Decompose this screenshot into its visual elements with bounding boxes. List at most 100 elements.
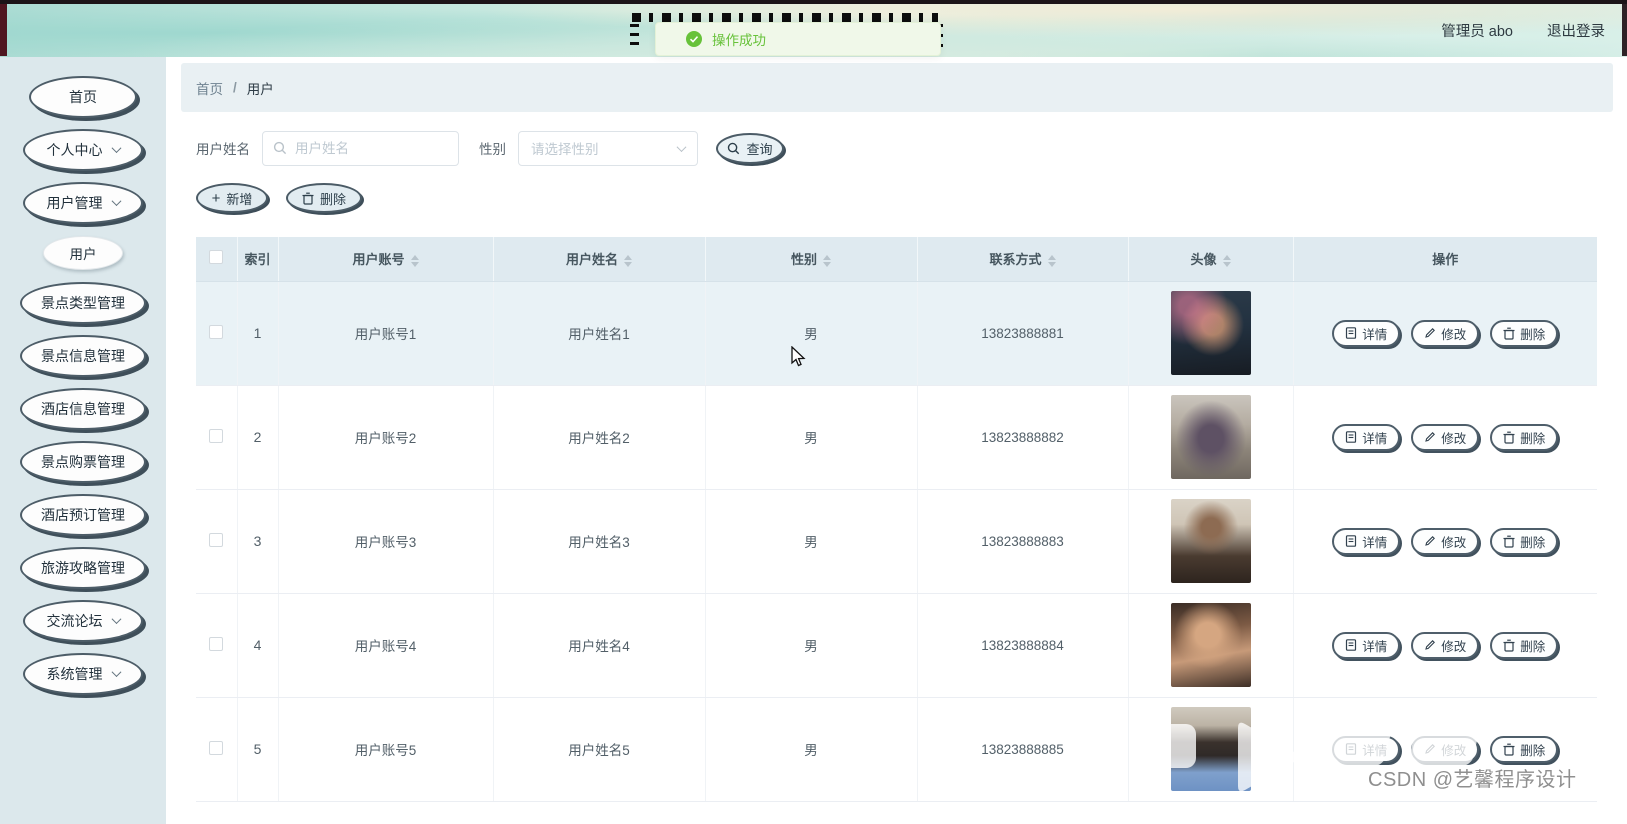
avatar bbox=[1170, 291, 1251, 375]
delete-button[interactable]: 删除 bbox=[1490, 319, 1559, 347]
sidebar-item-ticket-management[interactable]: 景点购票管理 bbox=[20, 440, 146, 483]
col-gender[interactable]: 性别 bbox=[705, 237, 918, 282]
document-icon bbox=[1346, 431, 1357, 443]
row-checkbox[interactable] bbox=[209, 532, 224, 547]
cell-phone: 13823888884 bbox=[917, 593, 1129, 698]
select-all-checkbox[interactable] bbox=[209, 250, 224, 265]
sidebar-item-home[interactable]: 首页 bbox=[29, 75, 137, 118]
trash-icon bbox=[1503, 743, 1515, 756]
col-phone[interactable]: 联系方式 bbox=[917, 237, 1129, 282]
cell-name: 用户姓名1 bbox=[493, 281, 706, 386]
trash-icon bbox=[1503, 327, 1515, 340]
table-row: 4 用户账号4 用户姓名4 男 13823888884 详情 修改 删除 bbox=[196, 593, 1597, 698]
sort-caret-icon[interactable] bbox=[410, 254, 419, 267]
cell-account: 用户账号5 bbox=[278, 697, 494, 802]
breadcrumb-home[interactable]: 首页 bbox=[196, 81, 223, 97]
name-field-label: 用户姓名 bbox=[196, 142, 250, 157]
name-search-field[interactable] bbox=[295, 140, 435, 156]
cell-gender: 男 bbox=[705, 385, 918, 490]
query-button[interactable]: 查询 bbox=[716, 132, 784, 164]
sidebar-item-travel-guide-management[interactable]: 旅游攻略管理 bbox=[20, 546, 146, 589]
sidebar-item-personal-center[interactable]: 个人中心 bbox=[23, 128, 143, 171]
trash-icon bbox=[1503, 431, 1515, 444]
gender-field-label: 性别 bbox=[479, 142, 506, 157]
page-title-fragment bbox=[630, 24, 639, 50]
edit-button[interactable]: 修改 bbox=[1411, 423, 1480, 451]
edit-button[interactable]: 修改 bbox=[1411, 319, 1480, 347]
sidebar-item-scenic-info-management[interactable]: 景点信息管理 bbox=[20, 334, 146, 377]
delete-button[interactable]: 删除 bbox=[1490, 527, 1559, 555]
watermark-blob bbox=[1313, 726, 1393, 766]
success-toast: 操作成功 bbox=[655, 22, 941, 56]
avatar bbox=[1170, 499, 1251, 583]
sidebar-item-scenic-type-management[interactable]: 景点类型管理 bbox=[20, 281, 146, 324]
breadcrumb-separator: / bbox=[233, 80, 237, 95]
gender-select[interactable]: 请选择性别 bbox=[518, 130, 698, 166]
edit-button[interactable]: 修改 bbox=[1411, 527, 1480, 555]
row-checkbox[interactable] bbox=[209, 636, 224, 651]
watermark-blob bbox=[1407, 724, 1481, 766]
add-button[interactable]: + 新增 bbox=[196, 183, 268, 213]
name-search-input[interactable] bbox=[262, 130, 459, 166]
pencil-icon bbox=[1425, 536, 1436, 546]
cell-phone: 13823888882 bbox=[917, 385, 1129, 490]
cell-phone: 13823888885 bbox=[917, 697, 1129, 802]
trash-icon bbox=[302, 192, 314, 205]
table-row: 2 用户账号2 用户姓名2 男 13823888882 详情 修改 删除 bbox=[196, 385, 1597, 490]
search-icon bbox=[273, 141, 287, 155]
sort-caret-icon[interactable] bbox=[823, 254, 831, 267]
row-checkbox[interactable] bbox=[209, 324, 224, 339]
chevron-down-icon bbox=[111, 143, 121, 154]
document-icon bbox=[1346, 327, 1357, 339]
chevron-down-icon bbox=[111, 196, 121, 207]
sidebar-item-hotel-booking-management[interactable]: 酒店预订管理 bbox=[20, 493, 146, 536]
table-row: 3 用户账号3 用户姓名3 男 13823888883 详情 修改 删除 bbox=[196, 489, 1597, 594]
cell-gender: 男 bbox=[705, 593, 918, 698]
sidebar-item-user[interactable]: 用户 bbox=[43, 235, 123, 270]
row-index: 5 bbox=[237, 697, 279, 802]
pencil-icon bbox=[1425, 640, 1436, 650]
col-avatar[interactable]: 头像 bbox=[1128, 237, 1294, 282]
delete-button[interactable]: 删除 bbox=[1490, 631, 1559, 659]
col-account[interactable]: 用户账号 bbox=[278, 237, 494, 282]
sort-caret-icon[interactable] bbox=[1222, 254, 1231, 267]
sidebar-item-system-management[interactable]: 系统管理 bbox=[23, 652, 143, 695]
logout-link[interactable]: 退出登录 bbox=[1547, 24, 1605, 40]
sidebar: 首页 个人中心 用户管理 用户 景点类型管理 景点信息管理 酒店信息管理 景点购… bbox=[0, 57, 166, 824]
screen-edge-top bbox=[0, 0, 1627, 4]
csdn-watermark: CSDN @艺馨程序设计 bbox=[1368, 769, 1577, 791]
chevron-down-icon bbox=[676, 141, 687, 152]
cell-name: 用户姓名5 bbox=[493, 697, 706, 802]
cell-account: 用户账号4 bbox=[278, 593, 494, 698]
detail-button[interactable]: 详情 bbox=[1332, 423, 1401, 451]
chevron-down-icon bbox=[111, 667, 121, 678]
detail-button[interactable]: 详情 bbox=[1332, 319, 1401, 347]
table-row: 1 用户账号1 用户姓名1 男 13823888881 详情 修改 删除 bbox=[196, 281, 1597, 386]
document-icon bbox=[1346, 639, 1357, 651]
sort-caret-icon[interactable] bbox=[624, 254, 632, 267]
delete-button[interactable]: 删除 bbox=[1490, 735, 1559, 763]
pencil-icon bbox=[1425, 432, 1436, 442]
row-checkbox[interactable] bbox=[209, 428, 224, 443]
detail-button[interactable]: 详情 bbox=[1332, 527, 1401, 555]
document-icon bbox=[1346, 535, 1357, 547]
row-checkbox[interactable] bbox=[209, 740, 224, 755]
breadcrumb-current: 用户 bbox=[246, 81, 274, 97]
trash-icon bbox=[1503, 639, 1515, 652]
screen-edge-left bbox=[0, 4, 7, 56]
sort-caret-icon[interactable] bbox=[1047, 254, 1056, 267]
avatar bbox=[1170, 395, 1251, 479]
search-form: 用户姓名 性别 请选择性别 bbox=[196, 130, 1613, 166]
delete-button[interactable]: 删除 bbox=[1490, 423, 1559, 451]
edit-button[interactable]: 修改 bbox=[1411, 631, 1480, 659]
admin-user-label: 管理员 abo bbox=[1441, 24, 1513, 40]
check-circle-icon bbox=[686, 31, 702, 47]
chevron-down-icon bbox=[111, 614, 121, 625]
sidebar-item-forum[interactable]: 交流论坛 bbox=[23, 599, 143, 642]
user-table: 索引 用户账号 用户姓名 性别 联系方式 头像 操作 1 bbox=[196, 237, 1597, 802]
batch-delete-button[interactable]: 删除 bbox=[286, 183, 362, 213]
sidebar-item-hotel-info-management[interactable]: 酒店信息管理 bbox=[20, 387, 146, 430]
detail-button[interactable]: 详情 bbox=[1332, 631, 1401, 659]
sidebar-item-user-management[interactable]: 用户管理 bbox=[23, 181, 143, 224]
col-name[interactable]: 用户姓名 bbox=[493, 237, 706, 282]
